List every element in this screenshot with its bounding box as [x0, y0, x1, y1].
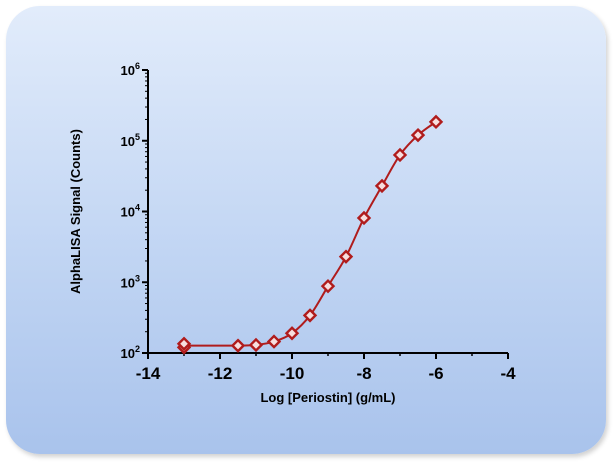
x-tick-label: -4	[500, 364, 516, 383]
y-tick-label: 105	[121, 132, 140, 149]
data-point	[410, 127, 426, 143]
data-points-group	[176, 114, 444, 355]
y-axis-label: AlphaLISA Signal (Counts)	[68, 129, 83, 294]
x-tick-label: -14	[136, 364, 161, 383]
y-tick-exponent: 4	[135, 203, 140, 213]
y-tick-base: 10	[121, 205, 135, 220]
y-tick-exponent: 2	[135, 344, 140, 354]
y-tick-base: 10	[121, 346, 135, 361]
data-point	[248, 337, 264, 353]
x-tick-label: -12	[208, 364, 233, 383]
y-tick-label: 104	[121, 203, 140, 220]
y-tick-exponent: 3	[135, 273, 140, 283]
data-point	[320, 278, 336, 294]
data-point	[338, 249, 354, 264]
x-tick-label: -8	[356, 364, 371, 383]
data-point	[176, 336, 192, 351]
y-tick-exponent: 6	[135, 61, 140, 71]
x-tick-label: -10	[280, 364, 305, 383]
y-tick-base: 10	[121, 63, 135, 78]
data-point	[284, 326, 300, 341]
y-tick-label: 103	[121, 273, 140, 290]
y-tick-base: 10	[121, 275, 135, 290]
chart-panel	[6, 6, 606, 454]
data-point	[374, 178, 390, 194]
x-axis-label: Log [Periostin] (g/mL)	[260, 390, 395, 405]
data-point	[302, 308, 318, 323]
x-tick-label: -6	[428, 364, 443, 383]
y-tick-base: 10	[121, 134, 135, 149]
data-point	[230, 338, 246, 353]
data-point	[428, 114, 444, 130]
y-tick-label: 102	[121, 344, 140, 361]
data-point	[266, 334, 282, 349]
y-tick-exponent: 5	[135, 132, 140, 142]
data-point	[356, 210, 372, 226]
y-tick-label: 106	[121, 61, 140, 78]
data-point	[392, 147, 408, 163]
